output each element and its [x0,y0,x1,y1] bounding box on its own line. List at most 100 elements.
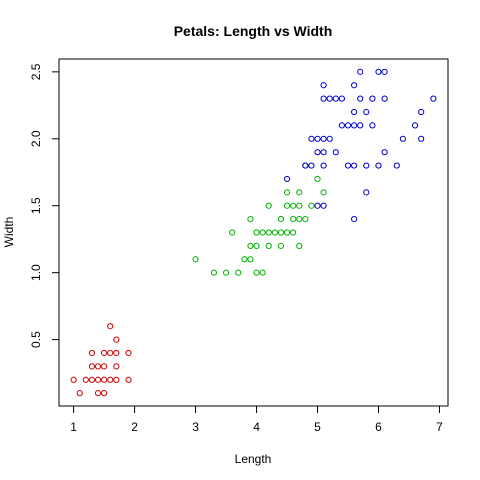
data-point [320,189,327,196]
data-point [70,376,77,383]
data-point [290,202,297,209]
data-point [296,189,303,196]
x-tick-label: 3 [192,420,199,434]
data-point [363,189,370,196]
data-point [283,175,291,183]
data-point [94,376,102,383]
y-tick-label: 1.0 [29,264,43,281]
data-point [375,68,382,75]
data-point [290,216,297,223]
data-point [308,135,315,142]
data-point [107,349,114,357]
x-tick-label: 4 [253,420,260,434]
data-point [265,229,272,236]
data-point [271,229,278,236]
data-point [241,256,248,263]
x-axis-label: Length [235,452,272,466]
data-point [314,149,321,156]
x-tick-label: 6 [375,420,382,434]
data-point [283,189,291,196]
data-point [76,390,83,397]
data-point [357,68,364,75]
data-point [94,390,102,397]
data-point [381,68,388,75]
data-point [314,135,321,142]
data-point [320,82,327,89]
x-axis: 1 2 3 4 5 6 7 [70,405,443,434]
data-point [344,122,352,129]
y-axis: 0.5 1.0 1.5 2.0 2.5 [29,63,60,348]
data-point [247,216,254,223]
data-point [283,229,291,236]
data-point [411,122,419,129]
data-point [253,269,260,276]
data-point [107,323,114,330]
data-point [125,349,132,357]
series-3 [283,68,437,223]
data-point [375,162,382,169]
data-point [326,135,333,142]
x-tick-label: 5 [314,420,321,434]
data-point [369,95,376,102]
data-point [302,162,309,169]
data-point [369,122,376,129]
data-point [265,202,272,209]
data-point [101,390,108,397]
data-point [125,376,132,383]
data-point [113,336,120,343]
data-point [296,216,303,223]
data-point [332,95,339,102]
data-point [296,242,303,249]
data-point [338,95,346,102]
data-point [222,269,230,276]
data-point [210,269,217,276]
data-point [296,202,303,209]
x-tick-label: 7 [436,420,443,434]
data-point [320,149,327,156]
data-points [70,68,437,397]
data-point [381,149,388,156]
series-1 [70,323,132,397]
y-axis-label: Width [2,217,16,248]
data-point [113,349,120,357]
data-point [229,229,236,236]
data-point [332,149,339,156]
x-tick-label: 2 [131,420,138,434]
data-point [277,216,285,223]
data-point [107,376,114,383]
data-point [418,108,425,116]
data-point [320,95,327,102]
data-point [344,162,352,169]
y-tick-label: 1.5 [29,197,43,214]
data-point [113,363,120,370]
data-point [320,202,327,209]
data-point [430,95,437,102]
data-point [308,162,315,169]
data-point [351,108,358,116]
data-point [363,108,370,116]
data-point [283,202,291,209]
data-point [308,202,315,209]
data-point [320,162,327,169]
series-2 [192,162,327,276]
data-point [253,229,260,236]
data-point [351,122,358,129]
data-point [357,95,364,102]
data-point [351,82,358,89]
data-point [88,349,96,357]
y-tick-label: 0.5 [29,331,43,348]
data-point [393,162,400,169]
data-point [101,363,108,370]
data-point [357,122,364,129]
data-point [338,122,346,129]
x-tick-label: 1 [70,420,77,434]
data-point [290,229,297,236]
data-point [351,216,358,223]
data-point [363,162,370,169]
y-tick-label: 2.0 [29,130,43,147]
data-point [101,376,108,383]
data-point [277,242,285,249]
data-point [259,269,266,276]
data-point [314,202,321,209]
chart-title: Petals: Length vs Width [174,23,333,39]
